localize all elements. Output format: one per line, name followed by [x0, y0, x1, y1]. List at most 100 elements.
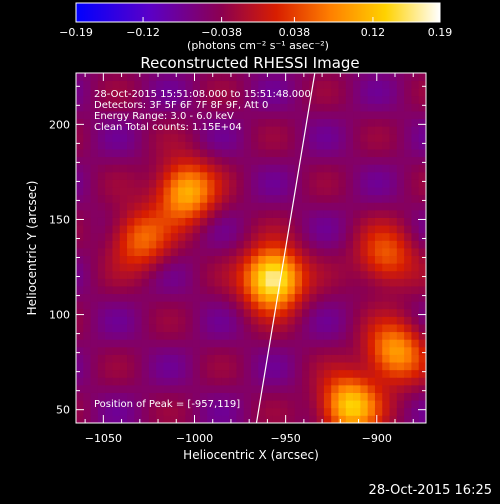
heatmap-cell — [243, 384, 252, 393]
heatmap-cell — [148, 179, 157, 188]
heatmap-cell — [156, 156, 164, 165]
heatmap-cell — [90, 73, 99, 82]
heatmap-cell — [127, 354, 135, 363]
heatmap-cell — [207, 354, 215, 363]
heatmap-cell — [163, 392, 172, 401]
heatmap-cell — [345, 301, 354, 310]
heatmap-cell — [374, 164, 383, 173]
heatmap-cell — [309, 278, 318, 287]
heatmap-cell — [389, 156, 398, 165]
heatmap-cell — [331, 80, 339, 89]
heatmap-cell — [170, 80, 179, 89]
heatmap-cell — [207, 171, 215, 180]
colorbar — [75, 2, 441, 23]
heatmap-cell — [243, 217, 252, 226]
heatmap-cell — [287, 187, 296, 196]
heatmap-cell — [287, 278, 296, 287]
heatmap-cell — [396, 316, 405, 325]
heatmap-cell — [156, 286, 164, 295]
heatmap-cell — [302, 103, 310, 112]
heatmap-cell — [229, 339, 237, 348]
heatmap-cell — [236, 164, 245, 173]
heatmap-cell — [258, 407, 266, 416]
y-tick-label: 50 — [56, 404, 70, 417]
heatmap-cell — [302, 263, 310, 272]
heatmap-cell — [127, 316, 135, 325]
heatmap-cell — [156, 73, 164, 82]
heatmap-cell — [258, 202, 266, 211]
heatmap-cell — [323, 354, 332, 363]
annotation-time: 28-Oct-2015 15:51:08.000 to 15:51:48.000 — [94, 89, 311, 100]
heatmap-cell — [156, 346, 164, 355]
heatmap-cell — [374, 88, 383, 97]
heatmap-cell — [309, 126, 318, 135]
heatmap-cell — [404, 346, 412, 355]
heatmap-cell — [105, 73, 113, 82]
heatmap-cell — [170, 324, 179, 333]
heatmap-cell — [353, 301, 361, 310]
heatmap-cell — [229, 286, 237, 295]
heatmap-cell — [418, 377, 426, 386]
heatmap-cell — [294, 225, 303, 234]
heatmap-cell — [382, 346, 390, 355]
heatmap-cell — [360, 384, 369, 393]
heatmap-cell — [207, 80, 215, 89]
heatmap-cell — [119, 194, 128, 203]
heatmap-cell — [374, 286, 383, 295]
heatmap-cell — [236, 278, 245, 287]
heatmap-cell — [214, 248, 223, 257]
heatmap-cell — [207, 141, 215, 150]
heatmap-cell — [309, 248, 318, 257]
heatmap-cell — [141, 225, 150, 234]
heatmap-cell — [170, 171, 179, 180]
heatmap-cell — [338, 88, 347, 97]
heatmap-cell — [374, 301, 383, 310]
heatmap-cell — [236, 88, 245, 97]
heatmap-cell — [345, 149, 354, 158]
heatmap-cell — [389, 263, 398, 272]
heatmap-cell — [258, 225, 266, 234]
heatmap-cell — [265, 118, 274, 127]
heatmap-cell — [112, 346, 121, 355]
heatmap-cell — [258, 133, 266, 142]
heatmap-cell — [243, 324, 252, 333]
heatmap-cell — [148, 316, 157, 325]
heatmap-cell — [309, 324, 318, 333]
heatmap-cell — [221, 362, 230, 371]
heatmap-cell — [404, 80, 412, 89]
heatmap-cell — [243, 209, 252, 218]
heatmap-cell — [192, 118, 201, 127]
heatmap-cell — [411, 331, 420, 340]
heatmap-cell — [323, 103, 332, 112]
heatmap-cell — [302, 354, 310, 363]
heatmap-cell — [309, 179, 318, 188]
heatmap-cell — [309, 95, 318, 104]
heatmap-cell — [148, 133, 157, 142]
heatmap-cell — [83, 103, 91, 112]
heatmap-cell — [287, 384, 296, 393]
heatmap-cell — [163, 255, 172, 264]
heatmap-cell — [331, 263, 339, 272]
heatmap-cell — [367, 187, 376, 196]
heatmap-cell — [148, 73, 157, 82]
heatmap-cell — [141, 346, 150, 355]
heatmap-cell — [316, 194, 325, 203]
heatmap-cell — [294, 415, 303, 423]
heatmap-cell — [309, 217, 318, 226]
heatmap-cell — [236, 407, 245, 416]
heatmap-cell — [229, 415, 237, 423]
heatmap-cell — [141, 156, 150, 165]
heatmap-cell — [287, 118, 296, 127]
heatmap-cell — [207, 164, 215, 173]
heatmap-cell — [199, 111, 208, 120]
heatmap-cell — [119, 73, 128, 82]
heatmap-cell — [331, 217, 339, 226]
heatmap-cell — [411, 232, 420, 241]
heatmap-cell — [221, 248, 230, 257]
heatmap-cell — [294, 270, 303, 279]
heatmap-cell — [97, 187, 106, 196]
heatmap-cell — [251, 95, 259, 104]
heatmap-cell — [207, 202, 215, 211]
heatmap-cell — [323, 407, 332, 416]
heatmap-cell — [360, 278, 369, 287]
